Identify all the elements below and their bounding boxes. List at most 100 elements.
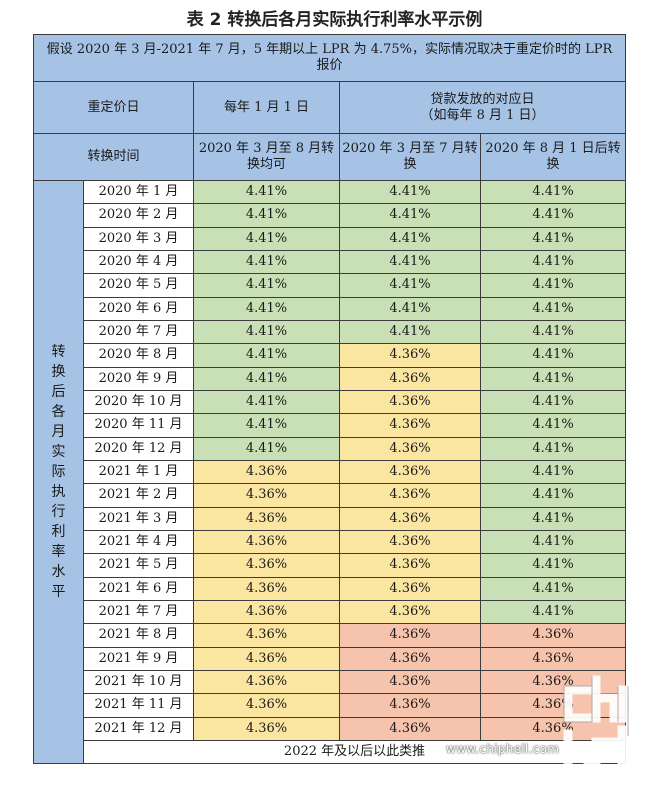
table-row: 2021 年 6 月 4.36% 4.36% 4.41% [34,576,627,601]
side-label-char: 水 [51,563,66,580]
col-jan1-header: 每年 1 月 1 日 [193,81,340,134]
rate-table: 假设 2020 年 3 月-2021 年 7 月，5 年期以上 LPR 为 4.… [32,34,627,764]
reprice-row: 重定价日 每年 1 月 1 日 贷款发放的对应日 （如每年 8 月 1 日） [33,81,627,134]
rate-a-cell: 4.36% [193,646,340,671]
table-row: 2020 年 3 月 4.41% 4.41% 4.41% [34,226,627,251]
table-row: 2021 年 10 月 4.36% 4.36% 4.36% [34,669,627,695]
table-row: 2021 年 5 月 4.36% 4.36% 4.41% [34,553,627,578]
month-cell: 2021 年 10 月 [83,669,194,695]
rate-b-cell: 4.36% [339,483,481,508]
month-cell: 2021 年 11 月 [83,693,194,718]
month-cell: 2020 年 9 月 [83,366,194,391]
rate-c-cell: 4.41% [479,203,627,228]
side-label-char: 实 [51,443,66,460]
rate-c-cell: 4.41% [479,179,627,205]
rate-a-cell: 4.41% [193,436,340,461]
month-cell: 2021 年 9 月 [83,646,194,671]
side-label-char: 各 [51,403,66,420]
side-label-char: 月 [51,423,66,440]
rate-b-cell: 4.36% [339,343,481,368]
rate-a-cell: 4.41% [193,179,340,205]
rate-a-cell: 4.41% [193,319,340,345]
rate-a-cell: 4.36% [193,459,340,485]
rate-c-cell: 4.41% [479,576,627,601]
rate-c-cell: 4.41% [479,249,627,275]
rate-c-cell: 4.36% [479,716,627,741]
conv-b-header: 2020 年 3 月至 7 月转换 [339,133,481,181]
rate-a-cell: 4.41% [193,413,340,438]
footer-note: 2022 年及以后以此类推 [82,739,627,764]
rate-a-cell: 4.36% [193,506,340,531]
rate-c-cell: 4.41% [479,389,627,415]
table-row: 2021 年 2 月 4.36% 4.36% 4.41% [34,483,627,508]
col-loan-line2: （如每年 8 月 1 日） [420,107,545,123]
rate-a-cell: 4.36% [193,553,340,578]
rate-b-cell: 4.36% [339,506,481,531]
rate-c-cell: 4.41% [479,553,627,578]
side-label-char: 后 [51,383,66,400]
rate-c-cell: 4.41% [479,226,627,251]
rate-a-cell: 4.41% [193,226,340,251]
rate-b-cell: 4.36% [339,576,481,601]
rate-b-cell: 4.36% [339,366,481,391]
table-row: 2021 年 8 月 4.36% 4.36% 4.36% [34,623,627,648]
conv-c-header: 2020 年 8 月 1 日后转换 [479,133,627,181]
rate-b-cell: 4.36% [339,553,481,578]
month-cell: 2021 年 6 月 [83,576,194,601]
table-row: 2020 年 11 月 4.41% 4.36% 4.41% [34,413,627,438]
table-row: 2020 年 4 月 4.41% 4.41% 4.41% [34,249,627,275]
month-cell: 2021 年 7 月 [83,599,194,625]
rate-b-cell: 4.36% [339,623,481,648]
table-row: 2021 年 7 月 4.36% 4.36% 4.41% [34,599,627,625]
rate-a-cell: 4.36% [193,693,340,718]
table-row: 2020 年 8 月 4.41% 4.36% 4.41% [34,343,627,368]
rate-b-cell: 4.36% [339,389,481,415]
month-cell: 2020 年 3 月 [83,226,194,251]
month-cell: 2021 年 1 月 [83,459,194,485]
rate-c-cell: 4.41% [479,436,627,461]
side-label-char: 换 [51,363,66,380]
rate-c-cell: 4.41% [479,529,627,555]
reprice-label: 重定价日 [33,81,194,134]
rate-c-cell: 4.41% [479,273,627,298]
month-cell: 2020 年 4 月 [83,249,194,275]
rate-a-cell: 4.36% [193,483,340,508]
convert-label: 转换时间 [33,133,194,181]
rate-b-cell: 4.41% [339,273,481,298]
rate-a-cell: 4.36% [193,599,340,625]
rate-c-cell: 4.41% [479,506,627,531]
conv-a-header: 2020 年 3 月至 8 月转换均可 [193,133,340,181]
rate-c-cell: 4.41% [479,343,627,368]
rate-a-cell: 4.41% [193,389,340,415]
table-row: 2021 年 12 月 4.36% 4.36% 4.36% [34,716,627,741]
table-row: 转换后各月实际执行利率水平 2020 年 1 月 4.41% 4.41% 4.41% [33,179,627,764]
rate-c-cell: 4.36% [479,623,627,648]
month-cell: 2021 年 8 月 [83,623,194,648]
col-loan-date-header: 贷款发放的对应日 （如每年 8 月 1 日） [338,81,627,134]
convert-row: 转换时间 2020 年 3 月至 8 月转换均可 2020 年 3 月至 7 月… [33,133,627,181]
rate-a-cell: 4.41% [193,343,340,368]
table-row: 2021 年 9 月 4.36% 4.36% 4.36% [34,646,627,671]
table-row: 2020 年 10 月 4.41% 4.36% 4.41% [34,389,627,415]
rate-a-cell: 4.41% [193,203,340,228]
col-loan-line1: 贷款发放的对应日 [430,91,535,107]
side-label-char: 执 [51,483,66,500]
footer-row: 2022 年及以后以此类推 [34,739,627,764]
rate-a-cell: 4.36% [193,669,340,695]
month-cell: 2020 年 11 月 [83,413,194,438]
month-cell: 2020 年 12 月 [83,436,194,461]
table-row: 2020 年 6 月 4.41% 4.41% 4.41% [34,296,627,321]
month-cell: 2020 年 10 月 [83,389,194,415]
rate-b-cell: 4.36% [339,436,481,461]
table-title: 表 2 转换后各月实际执行利率水平示例 [186,9,483,30]
rate-b-cell: 4.36% [339,599,481,625]
rate-b-cell: 4.41% [339,249,481,275]
table-row: 2021 年 4 月 4.36% 4.36% 4.41% [34,529,627,555]
rate-a-cell: 4.36% [193,529,340,555]
table-row: 2021 年 1 月 4.36% 4.36% 4.41% [34,459,627,485]
rate-c-cell: 4.36% [479,646,627,671]
table-row: 2020 年 12 月 4.41% 4.36% 4.41% [34,436,627,461]
rate-b-cell: 4.41% [339,226,481,251]
rate-b-cell: 4.36% [339,459,481,485]
rate-b-cell: 4.36% [339,693,481,718]
